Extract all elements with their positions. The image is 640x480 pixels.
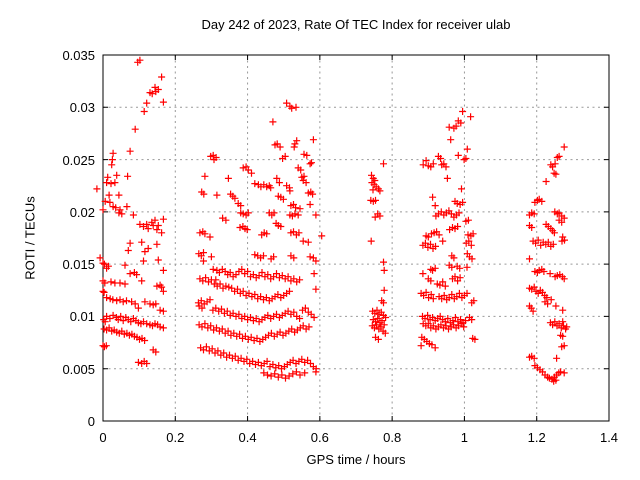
x-tick-label: 0.2	[166, 430, 185, 445]
x-tick-label: 0	[99, 430, 107, 445]
x-tick-label: 1	[460, 430, 469, 445]
y-tick-label: 0.025	[62, 152, 95, 168]
x-tick-label: 0.4	[238, 430, 257, 445]
chart-title: Day 242 of 2023, Rate Of TEC Index for r…	[201, 17, 511, 32]
x-axis-label: GPS time / hours	[306, 452, 406, 467]
x-tick-label: 0.6	[310, 430, 329, 445]
grid-lines	[103, 55, 609, 421]
y-tick-label: 0.005	[62, 361, 95, 377]
x-tick-label: 1.4	[599, 430, 619, 445]
y-tick-label: 0.02	[69, 204, 95, 220]
y-tick-label: 0.015	[62, 257, 95, 273]
x-tick-label: 0.8	[383, 430, 402, 445]
x-tick-label: 1.2	[527, 430, 546, 445]
y-tick-label: 0.01	[69, 309, 95, 325]
y-tick-label: 0.03	[69, 100, 95, 116]
tick-marks	[102, 54, 610, 422]
data-points	[93, 56, 571, 385]
y-tick-label: 0	[87, 414, 95, 429]
y-tick-label: 0.035	[62, 48, 95, 63]
